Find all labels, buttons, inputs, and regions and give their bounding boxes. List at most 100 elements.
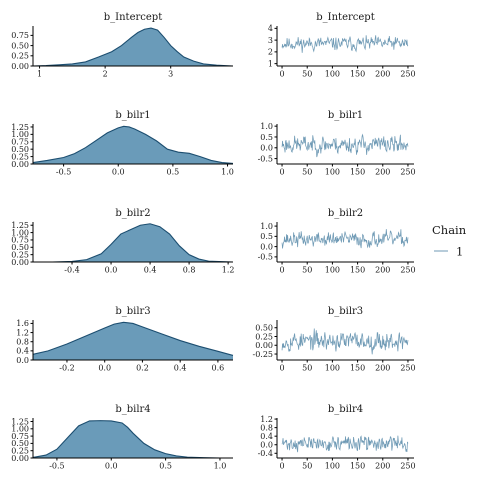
trace-b-bilr4-y-tick-label: 0.8 [260,423,273,432]
density-b-bilr2-y-tick-label: 0.75 [11,236,29,245]
density-b-bilr2-title: b_bilr2 [115,208,150,219]
trace-b-intercept-series-line [281,35,409,53]
trace-b-bilr1-x-tick-label: 200 [375,168,390,177]
trace-b-bilr1-series-line [281,133,409,158]
trace-b-bilr4-series-line [281,435,409,453]
density-b-bilr3-y-tick-label: 1.2 [16,328,29,337]
trace-b-bilr3-x-tick-label: 100 [325,364,340,373]
density-b-bilr3-y-tick-label: 0.4 [16,347,29,356]
trace-b-bilr4-x-tick-label: 150 [350,462,365,471]
trace-b-bilr1-y-tick-label: 0.5 [260,133,273,142]
density-b-bilr3-x-tick-label: 0.0 [98,364,111,373]
trace-b-bilr3-y-tick-label: 0.50 [255,324,273,333]
trace-b-bilr3-title: b_bilr3 [328,306,363,317]
trace-b-bilr3-x-tick-label: 250 [400,364,415,373]
density-b-intercept-title: b_Intercept [104,12,162,23]
trace-b-intercept-title: b_Intercept [316,12,374,23]
density-b-bilr4-x-tick-label: -0.5 [49,462,64,471]
legend-title: Chain [432,223,467,237]
density-b-bilr4-x-tick-label: 0.5 [159,462,172,471]
density-b-bilr3-x-tick-label: 0.2 [136,364,149,373]
density-b-bilr1-y-tick-label: 1.00 [11,130,29,139]
trace-b-intercept-x-tick-label: 100 [325,70,340,79]
trace-b-bilr2-y-tick-label: 0.5 [260,232,273,241]
trace-b-bilr2-x-tick-label: 200 [375,266,390,275]
trace-b-intercept-x-tick-label: 250 [400,70,415,79]
density-b-bilr1-x-tick-label: 1.0 [221,168,234,177]
trace-b-bilr1-x-tick-label: 100 [325,168,340,177]
trace-b-bilr3-y-tick-label: 0.00 [255,341,273,350]
density-b-intercept-y-tick-label: 0.25 [11,52,29,61]
density-b-bilr1-title: b_bilr1 [115,110,150,121]
trace-b-bilr1-x-tick-label: 250 [400,168,415,177]
trace-b-intercept-panel: b_Intercept 0 50 100 150 200 250 1 2 3 4 [268,12,416,79]
density-b-bilr2-y-tick-label: 1.00 [11,228,29,237]
trace-b-intercept-x-tick-label: 50 [302,70,312,79]
density-b-bilr3-curve [32,321,234,356]
density-b-bilr1-x-tick-label: 0.5 [167,168,180,177]
trace-b-bilr1-y-tick-label: -0.5 [258,154,273,163]
density-b-bilr3-x-tick-label: -0.2 [59,364,74,373]
density-b-bilr3-x-tick-label: 0.6 [212,364,225,373]
density-b-bilr1-curve [32,125,234,164]
trace-b-bilr1-x-tick-label: 0 [279,168,284,177]
density-b-bilr2-y-tick-label: 1.25 [11,221,29,230]
trace-b-bilr3-series-line [281,328,409,355]
trace-b-bilr4-panel: b_bilr4 0 50 100 150 200 250 -0.40.00.40.81.2 [258,404,416,471]
density-b-bilr2-x-tick-label: 1.2 [222,266,235,275]
trace-b-bilr2-x-tick-label: 100 [325,266,340,275]
trace-b-bilr2-x-tick-label: 250 [400,266,415,275]
density-b-bilr4-y-tick-label: 1.25 [11,417,29,426]
trace-b-intercept-x-tick-label: 200 [375,70,390,79]
density-b-bilr1-y-tick-label: 0.75 [11,138,29,147]
density-b-bilr4-title: b_bilr4 [115,404,150,415]
trace-b-bilr4-x-tick-label: 250 [400,462,415,471]
trace-b-bilr1-panel: b_bilr1 0 50 100 150 200 250 -0.50.0 0.5 1.0 [258,110,416,177]
density-b-bilr4-y-tick-label: 1.00 [11,425,29,434]
trace-b-bilr4-y-tick-label: 0.0 [260,441,273,450]
density-b-intercept-y-tick-label: 0.50 [11,41,29,50]
density-b-bilr4-area [33,420,233,458]
trace-b-intercept-x-tick-label: 150 [350,70,365,79]
density-b-bilr4-curve [32,420,233,459]
density-b-bilr2-x-tick-label: -0.4 [64,266,79,275]
density-b-bilr2-panel: b_bilr2-0.4 0.0 0.4 0.8 1.20.000.250.500.751… [11,208,234,275]
trace-b-bilr2-title: b_bilr2 [328,208,363,219]
trace-b-bilr2-y-tick-label: 1.0 [260,222,273,231]
trace-b-bilr3-x-tick-label: 0 [279,364,284,373]
density-b-bilr2-x-tick-label: 0.4 [144,266,157,275]
density-b-bilr1-panel: b_bilr1 -0.5 0.0 0.5 1.0 0.000.250.500.751.00… [11,110,234,177]
density-b-bilr2-x-tick-label: 0.0 [105,266,118,275]
density-b-bilr4-y-tick-label: 0.75 [11,432,29,441]
density-b-bilr1-y-tick-label: 0.00 [11,160,29,169]
trace-b-bilr1-y-tick-label: 0.0 [260,144,273,153]
trace-b-bilr4-y-tick-label: 1.2 [260,415,273,424]
trace-b-bilr4-x-tick-label: 0 [279,462,284,471]
trace-b-intercept-y-tick-label: 4 [268,24,273,33]
trace-b-bilr3-panel: b_bilr3 0 50 100 150 200 250 -0.250.000.250.50 [252,306,415,373]
legend: Chain 1 [432,223,467,259]
density-b-bilr4-panel: b_bilr4 -0.5 0.0 0.5 1.0 0.000.250.500.751.00… [11,404,233,471]
density-b-bilr4-x-tick-label: 0.0 [105,462,118,471]
trace-b-bilr3-x-tick-label: 50 [302,364,312,373]
density-b-bilr1-x-tick-label: 0.0 [112,168,125,177]
trace-b-bilr3-y-tick-label: -0.25 [252,350,273,359]
density-b-intercept-curve [32,27,234,67]
density-b-bilr4-y-tick-label: 0.50 [11,439,29,448]
trace-b-bilr4-x-tick-label: 50 [302,462,312,471]
trace-b-intercept-y-tick-label: 3 [268,36,273,45]
trace-b-bilr4-title: b_bilr4 [328,404,363,415]
trace-b-bilr2-x-tick-label: 50 [302,266,312,275]
density-b-bilr4-y-tick-label: 0.00 [11,454,29,463]
density-b-bilr2-x-tick-label: 0.8 [183,266,196,275]
trace-b-bilr1-x-tick-label: 150 [350,168,365,177]
density-b-intercept-y-tick-label: 0.75 [11,31,29,40]
density-b-bilr3-panel: b_bilr3-0.2 0.0 0.2 0.4 0.60.00.40.81.21.6 [16,306,234,373]
density-b-bilr3-title: b_bilr3 [115,306,150,317]
trace-b-bilr1-x-tick-label: 50 [302,168,312,177]
density-b-bilr2-y-tick-label: 0.50 [11,243,29,252]
density-b-bilr4-x-tick-label: 1.0 [214,462,227,471]
density-b-intercept-panel: b_Intercept 1 2 3 0.000.25 0.500.75 [11,12,234,79]
